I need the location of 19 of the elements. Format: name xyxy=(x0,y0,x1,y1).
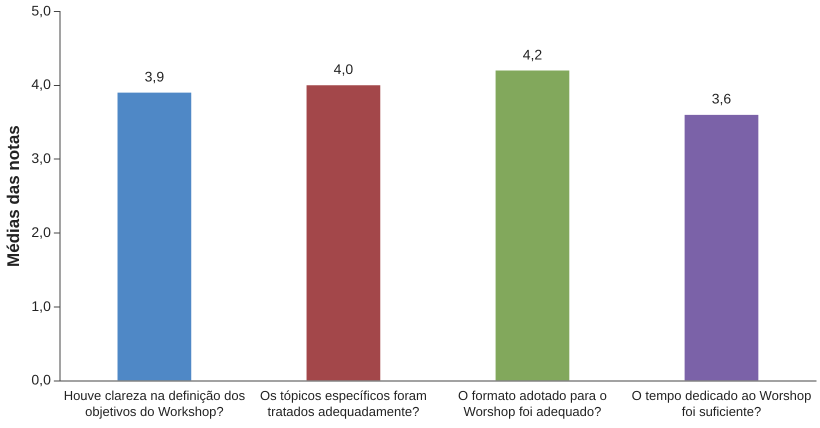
x-tick-label: Os tópicos específicos foram tratados adequadamente? xyxy=(260,388,427,419)
bar xyxy=(684,114,758,380)
y-tick-label: 1,0 xyxy=(31,298,52,314)
data-label: 4,0 xyxy=(334,61,354,78)
data-label: 3,9 xyxy=(144,68,164,85)
y-axis-title: Médias das notas xyxy=(4,125,23,267)
bar xyxy=(306,85,380,380)
x-tick-label: O tempo dedicado ao Worshop foi suficiente? xyxy=(632,388,812,419)
y-tick-label: 0,0 xyxy=(31,372,52,388)
y-tick-label: 2,0 xyxy=(31,224,52,240)
data-label: 3,6 xyxy=(712,90,732,107)
x-tick-label: Houve clareza na definição dos objetivos do Workshop? xyxy=(64,388,246,419)
bar xyxy=(496,70,570,380)
y-tick-label: 3,0 xyxy=(31,150,52,166)
x-tick-label: O formato adotado para o Worshop foi adequado? xyxy=(458,388,607,419)
data-label: 4,2 xyxy=(522,46,542,62)
y-tick-label: 5,0 xyxy=(31,2,52,18)
y-tick-label: 4,0 xyxy=(31,76,52,92)
bar xyxy=(118,92,192,380)
